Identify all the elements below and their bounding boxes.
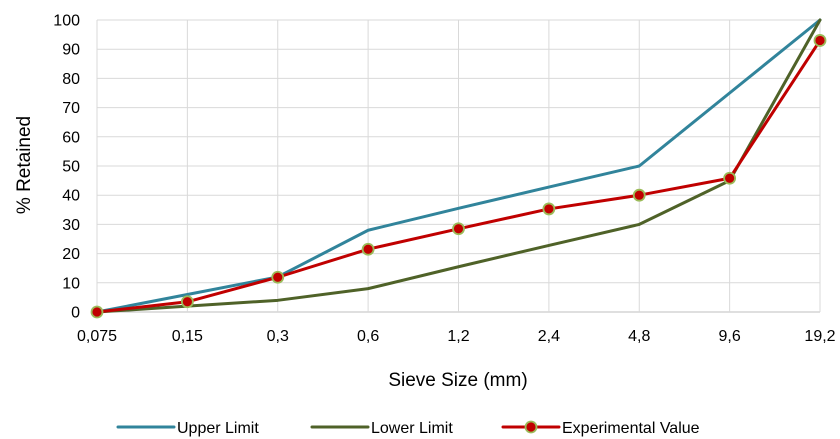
data-point xyxy=(452,222,465,236)
x-tick-label: 2,4 xyxy=(538,328,560,345)
data-point xyxy=(271,270,285,284)
data-point xyxy=(180,295,194,309)
x-axis-title: Sieve Size (mm) xyxy=(388,370,527,391)
series-markers xyxy=(90,34,827,319)
legend-marker xyxy=(524,420,538,434)
y-tick-label: 40 xyxy=(62,188,80,205)
y-tick-label: 20 xyxy=(62,246,80,263)
data-point xyxy=(723,171,737,185)
y-tick-labels: 0 10 20 30 40 50 60 70 80 90 100 xyxy=(53,13,80,322)
data-point xyxy=(542,202,556,216)
y-tick-label: 30 xyxy=(62,217,80,234)
data-point xyxy=(813,34,827,47)
x-tick-label: 0,3 xyxy=(267,328,289,345)
series-line-lower-limit xyxy=(95,18,822,314)
y-axis-title: % Retained xyxy=(14,116,35,214)
y-tick-label: 100 xyxy=(53,13,80,30)
y-tick-label: 90 xyxy=(62,42,80,59)
y-tick-label: 70 xyxy=(62,100,80,117)
x-tick-label: 1,2 xyxy=(447,328,469,345)
x-tick-label: 9,6 xyxy=(719,328,741,345)
legend-item-lower-limit: Lower Limit xyxy=(310,420,453,437)
x-tick-labels: 0,075 0,15 0,3 0,6 1,2 2,4 4,8 9,6 19,2 xyxy=(77,328,836,345)
legend-label: Experimental Value xyxy=(562,420,700,437)
y-tick-label: 80 xyxy=(62,71,80,88)
legend-item-upper-limit: Upper Limit xyxy=(116,420,259,437)
y-tick-label: 0 xyxy=(71,305,80,322)
x-tick-label: 0,075 xyxy=(77,328,117,345)
data-point xyxy=(90,305,104,319)
legend-label: Upper Limit xyxy=(177,420,259,437)
data-point xyxy=(361,242,375,256)
x-tick-label: 0,6 xyxy=(357,328,379,345)
x-tick-label: 0,15 xyxy=(172,328,203,345)
legend-label: Lower Limit xyxy=(371,420,453,437)
y-tick-label: 10 xyxy=(62,275,80,292)
x-tick-label: 4,8 xyxy=(628,328,650,345)
legend-item-experimental-value: Experimental Value xyxy=(501,420,700,437)
x-tick-label: 19,2 xyxy=(804,328,835,345)
series-line-upper-limit xyxy=(95,18,822,314)
y-tick-label: 50 xyxy=(62,159,80,176)
y-tick-label: 60 xyxy=(62,129,80,146)
data-point xyxy=(632,188,646,202)
legend: Upper Limit Lower Limit Experimental Value xyxy=(116,420,700,437)
